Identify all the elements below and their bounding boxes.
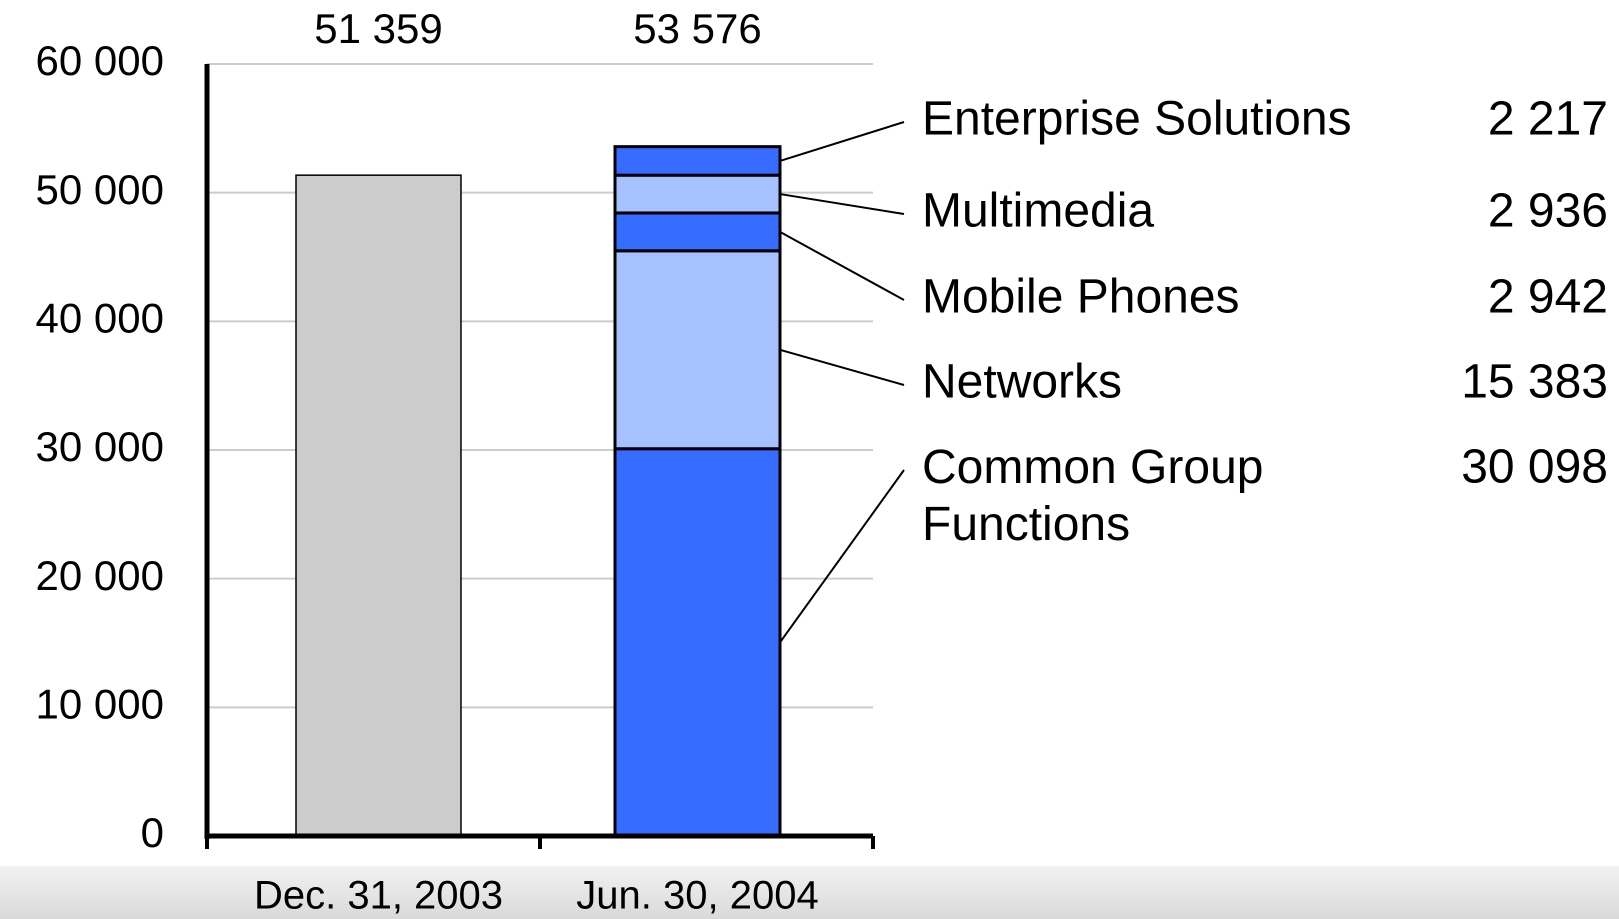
y-tick-label: 10 000 [36,680,164,727]
leader-line [779,193,905,215]
legend-label: Multimedia [922,185,1154,238]
bar-segment [613,249,782,451]
y-tick-label: 40 000 [36,294,164,341]
bar [295,174,462,837]
legend-value: 2 942 [1488,271,1608,324]
leader-line [779,231,905,301]
y-tick-label: 0 [141,809,164,856]
bar-segment [613,447,782,838]
leader-line [779,469,905,643]
legend-value: 2 936 [1488,185,1608,238]
legend-label: Mobile Phones [922,271,1240,324]
total-label: 53 576 [633,5,761,52]
legend-value: 2 217 [1488,93,1608,146]
legend-label: Enterprise Solutions [922,93,1352,146]
legend-label: Common Group Functions [922,441,1263,551]
legend-label: Networks [922,356,1122,409]
bar-segment [613,173,782,215]
x-tick-label: Jun. 30, 2004 [576,874,818,918]
y-tick-label: 50 000 [36,166,164,213]
footer-band [0,866,1619,919]
y-tick-label: 60 000 [36,37,164,84]
leader-line [779,348,905,386]
bar-segment [613,211,782,253]
total-label: 51 359 [314,5,442,52]
bar-segment [613,145,782,177]
y-tick-label: 30 000 [36,423,164,470]
x-tick-label: Dec. 31, 2003 [254,874,503,918]
leader-line [779,121,905,162]
y-tick-label: 20 000 [36,552,164,599]
legend-value: 30 098 [1461,441,1608,494]
legend-value: 15 383 [1461,356,1608,409]
